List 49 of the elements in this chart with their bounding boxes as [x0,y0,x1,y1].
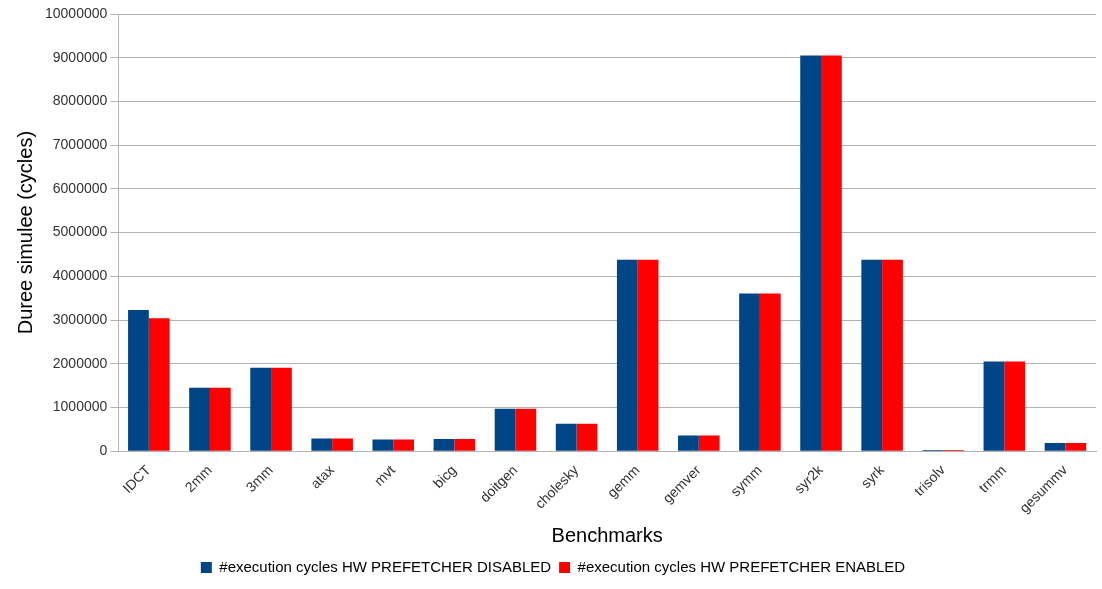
bar [698,435,720,451]
bar [637,259,659,451]
y-tick-label: 3000000 [52,310,108,327]
y-tick-label: 5000000 [52,223,108,240]
bar [250,367,272,451]
y-tick-label: 4000000 [52,267,108,284]
bar [433,438,455,451]
bar [1044,442,1066,451]
bar [311,438,333,451]
y-tick-label: 7000000 [52,136,108,153]
bar [800,55,822,451]
y-axis-title: Duree simulee (cycles) [13,130,36,335]
y-tick-label: 10000000 [44,4,108,21]
bar [882,259,903,451]
bar [454,438,476,451]
bar [1004,361,1026,451]
bar [678,435,699,451]
bar [515,408,537,451]
bar [189,387,210,451]
bar [332,438,353,451]
y-tick-label: 6000000 [52,179,108,196]
x-axis-title: Benchmarks [551,523,663,546]
x-tick-label: atax [306,461,338,492]
bar [148,318,170,451]
legend-label: #execution cycles HW PREFETCHER ENABLED [577,557,906,575]
y-tick-label: 1000000 [52,398,108,415]
y-tick-label: 9000000 [52,48,108,65]
bar [555,423,577,451]
y-tick-label: 0 [99,442,108,459]
x-tick-label: bicg [429,461,460,492]
bar [1065,442,1087,451]
bar [739,293,760,451]
bar [759,293,781,451]
x-tick-label: syrk [857,460,888,492]
bar [494,408,516,451]
bar [372,439,394,451]
legend-label: #execution cycles HW PREFETCHER DISABLED [219,557,552,575]
bar [393,439,415,451]
bar [128,309,149,451]
y-tick-label: 8000000 [52,92,108,109]
bar [983,361,1005,451]
bar [209,387,231,451]
bar [861,259,883,451]
y-tick-label: 2000000 [52,354,108,371]
x-tick-label: mvt [370,461,399,489]
bar [821,55,842,451]
bar [271,367,292,451]
bar [616,259,638,451]
bar [576,423,598,451]
